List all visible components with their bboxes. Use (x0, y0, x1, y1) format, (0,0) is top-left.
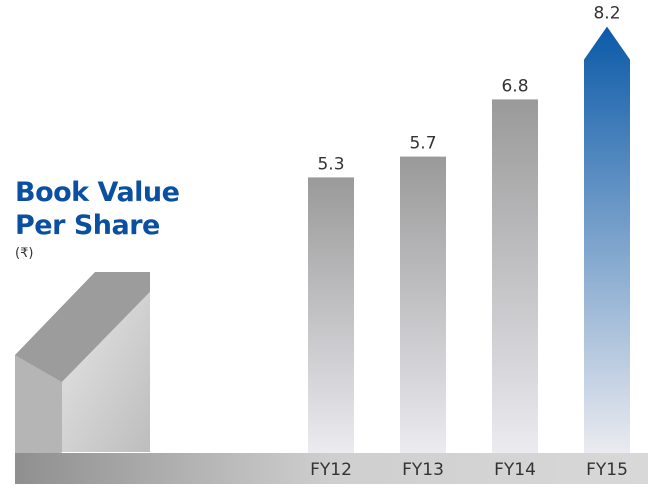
value-label: 5.3 (317, 154, 344, 174)
chart-canvas: 5.3 FY12 5.7 FY13 6.8 FY14 8.2 FY15 (0, 0, 655, 493)
value-label: 8.2 (593, 4, 620, 24)
x-tick-label: FY15 (586, 460, 628, 480)
x-tick-label: FY12 (310, 460, 352, 480)
bar (492, 99, 538, 453)
value-label: 5.7 (409, 134, 436, 154)
chart-subtitle: (₹) (15, 246, 33, 261)
bar (400, 157, 446, 453)
x-tick-label: FY13 (402, 460, 444, 480)
value-label: 6.8 (501, 76, 528, 96)
bar (584, 27, 630, 453)
bar (308, 177, 354, 453)
chart-title: Book Value Per Share (15, 176, 190, 242)
x-tick-label: FY14 (494, 460, 536, 480)
chart: 5.3 FY12 5.7 FY13 6.8 FY14 8.2 FY15 Book Value … (0, 0, 655, 493)
